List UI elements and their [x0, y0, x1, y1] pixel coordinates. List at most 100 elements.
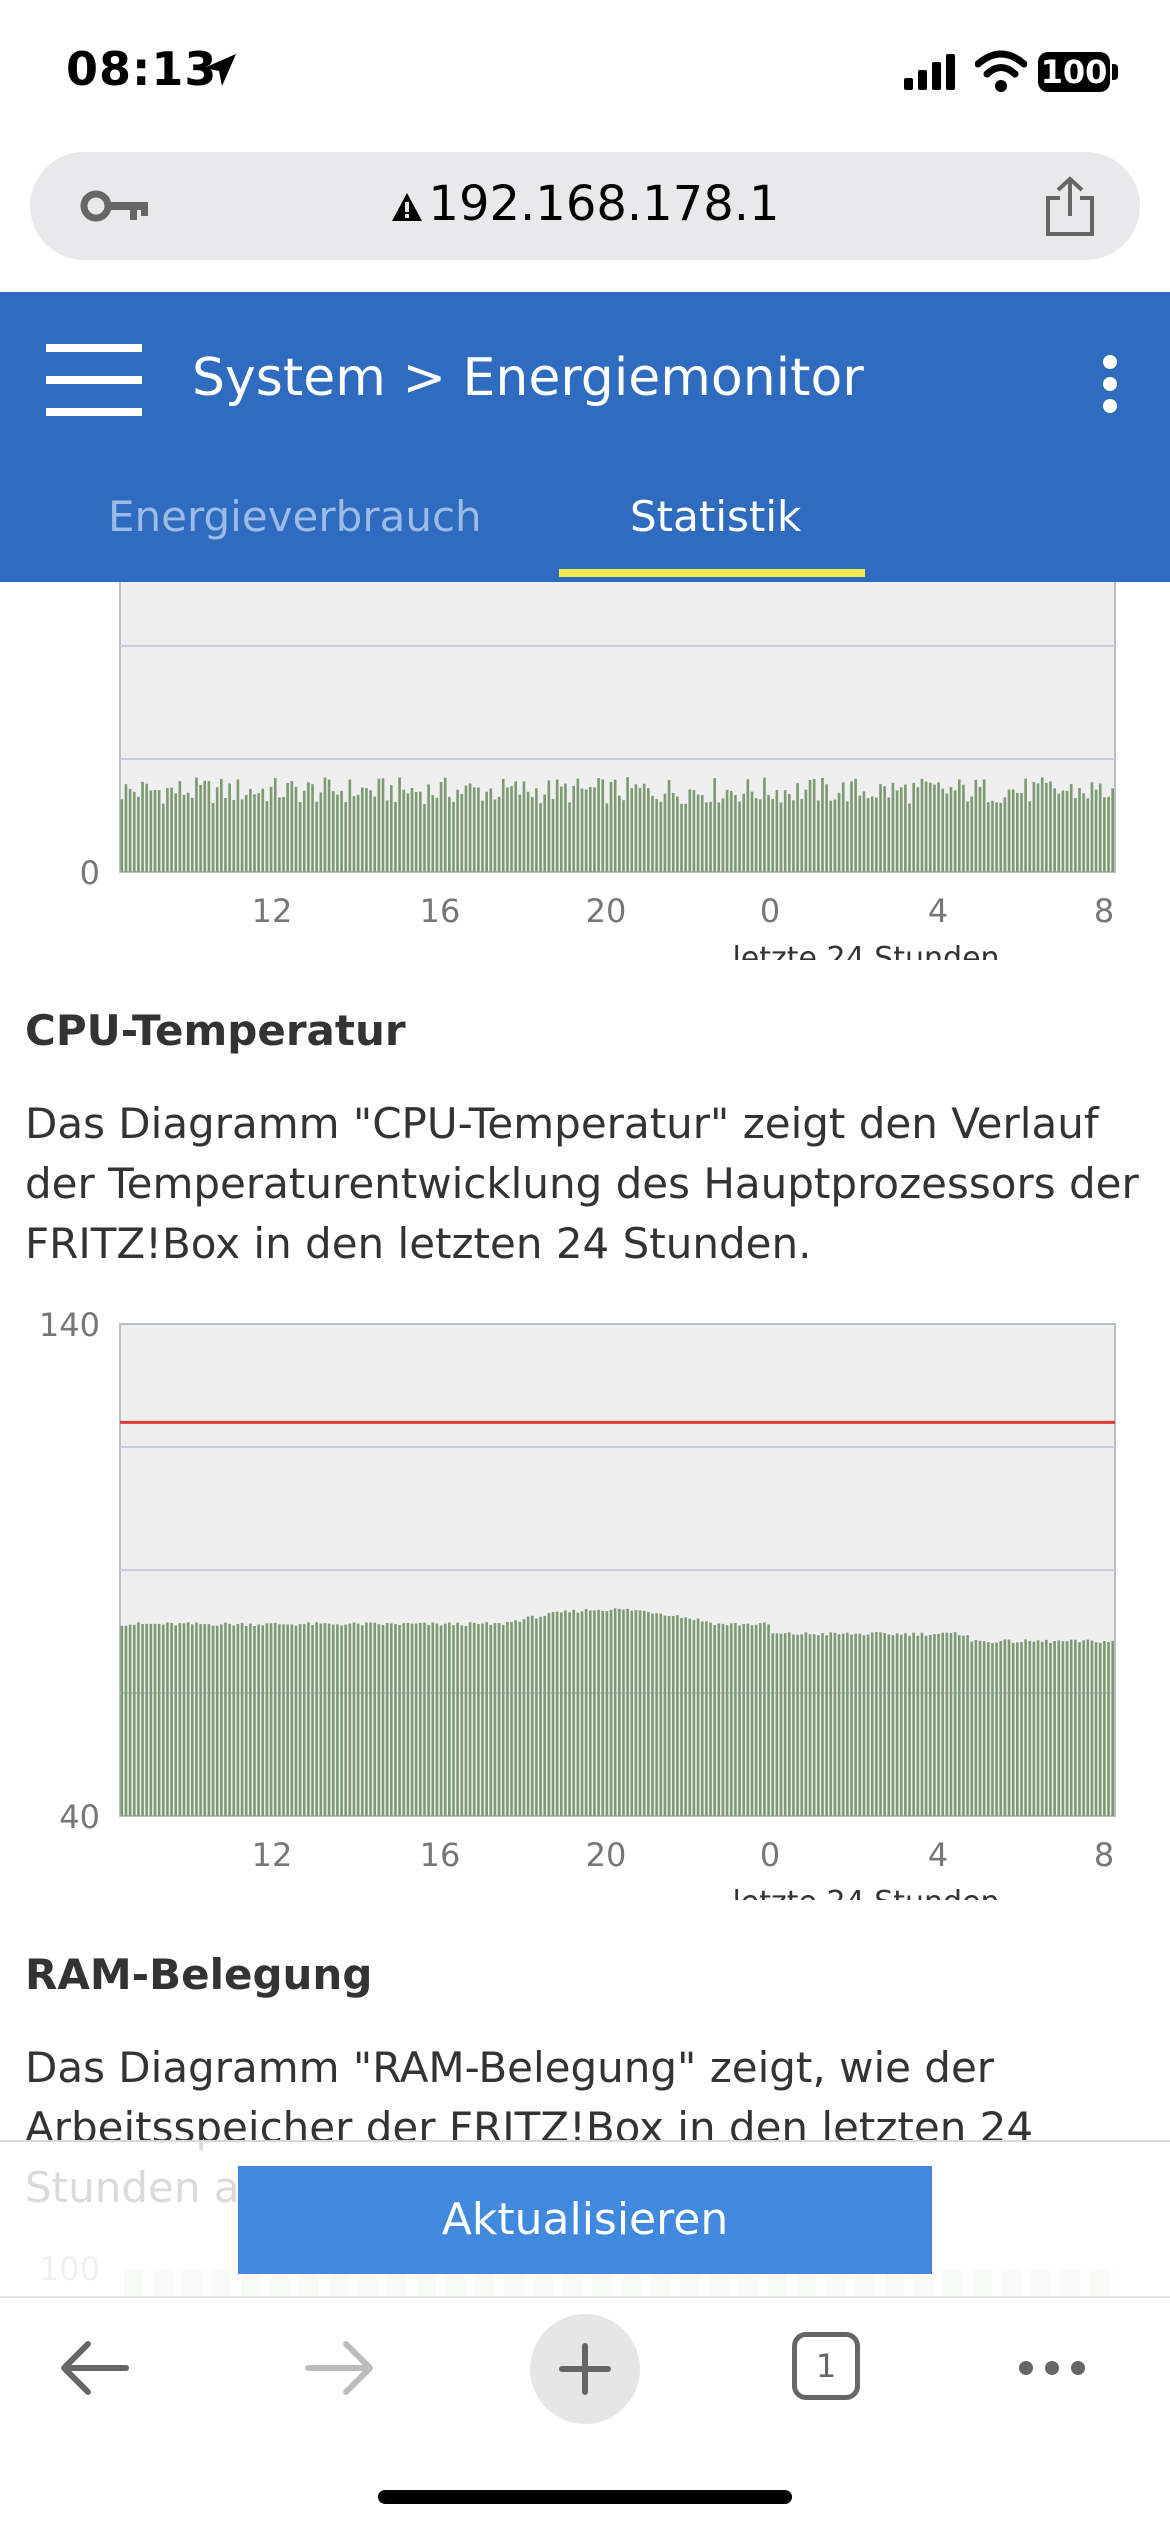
bar [895, 1633, 899, 1816]
bar [481, 800, 484, 872]
bar [783, 1633, 787, 1816]
bar [485, 1622, 488, 1816]
bar [174, 793, 178, 872]
bar [286, 782, 289, 872]
forward-arrow-icon[interactable] [304, 2338, 376, 2398]
bar [137, 1622, 140, 1816]
bar [642, 1610, 646, 1816]
bar [754, 1624, 758, 1816]
bar [999, 802, 1003, 872]
bar [651, 1613, 654, 1816]
bar [282, 797, 285, 872]
bar [564, 1610, 567, 1816]
update-button[interactable]: Aktualisieren [238, 2166, 932, 2274]
bar [485, 791, 488, 872]
bar [613, 779, 617, 872]
bar [850, 781, 853, 872]
tabs-button[interactable]: 1 [792, 2332, 860, 2400]
tab-statistik[interactable]: Statistik [630, 492, 802, 541]
status-time: 08:13 [66, 42, 218, 96]
more-vertical-icon[interactable] [1098, 354, 1122, 414]
bar [1007, 1639, 1011, 1816]
bar [605, 803, 609, 872]
bar [974, 779, 978, 872]
bar [1057, 793, 1061, 872]
bar [671, 1616, 675, 1816]
bar [448, 1622, 451, 1816]
bar [572, 785, 576, 872]
bar [174, 1625, 178, 1816]
bar [846, 1632, 849, 1816]
bar [771, 1633, 775, 1816]
bar [705, 1621, 708, 1816]
share-icon[interactable] [1042, 176, 1098, 238]
bar [957, 1635, 961, 1816]
back-arrow-icon[interactable] [58, 2338, 130, 2398]
bar [601, 1610, 605, 1816]
bar [1032, 781, 1036, 872]
bar [941, 1632, 945, 1816]
bar [203, 1624, 207, 1816]
bar [825, 1635, 828, 1816]
bar [684, 803, 687, 872]
bar [199, 1624, 202, 1816]
bar [1094, 789, 1098, 872]
bar [692, 790, 696, 872]
bar [1107, 796, 1110, 872]
bar [850, 1634, 853, 1816]
bar [128, 788, 132, 872]
bar [978, 786, 982, 872]
bar [244, 1626, 248, 1816]
bar [966, 1635, 969, 1816]
new-tab-button[interactable] [530, 2314, 640, 2424]
tab-energieverbrauch[interactable]: Energieverbrauch [108, 492, 482, 541]
bar [352, 1622, 356, 1816]
bar [331, 1624, 335, 1816]
bar [995, 802, 998, 872]
bar [945, 793, 949, 872]
bar [340, 1625, 343, 1816]
bar [1078, 1642, 1081, 1816]
bar [655, 798, 658, 872]
status-bar: 08:13 100 [0, 0, 1170, 150]
bar [949, 787, 953, 872]
bar [572, 1609, 576, 1816]
bar [452, 801, 455, 872]
bar [920, 1632, 924, 1816]
bar [841, 1633, 845, 1816]
bar [539, 1616, 542, 1816]
more-horizontal-icon[interactable] [1016, 2358, 1088, 2378]
bar [120, 799, 124, 872]
bar [195, 777, 198, 872]
bar [518, 1621, 522, 1816]
bar [145, 1623, 149, 1816]
cpu-temperature-chart-svg: 140 40 12 16 20 0 4 8 letzte 24 Stunden [39, 1306, 1116, 1900]
bar [746, 779, 750, 872]
bar [875, 797, 878, 872]
bar [1053, 788, 1056, 872]
bar [228, 783, 231, 872]
bar [215, 787, 219, 872]
bar [452, 1625, 455, 1816]
bar [758, 1623, 762, 1816]
address-bar[interactable]: 192.168.178.1 [30, 152, 1140, 260]
bar [261, 788, 265, 872]
ram-title: RAM-Belegung [25, 1950, 373, 1999]
bar [336, 794, 339, 872]
bar [862, 791, 866, 872]
bar [398, 777, 401, 872]
bar [555, 779, 559, 872]
bar [1057, 1640, 1061, 1816]
bar [294, 786, 298, 872]
bar [1011, 1642, 1015, 1816]
hamburger-menu-icon[interactable] [46, 344, 142, 416]
bar [211, 803, 215, 872]
address-text[interactable]: 192.168.178.1 [30, 176, 1140, 232]
bar [729, 791, 733, 872]
bar [178, 781, 182, 872]
bar [298, 802, 302, 872]
bar [423, 1622, 426, 1816]
bar [311, 784, 314, 872]
key-icon[interactable] [80, 188, 152, 224]
bar [166, 788, 169, 872]
